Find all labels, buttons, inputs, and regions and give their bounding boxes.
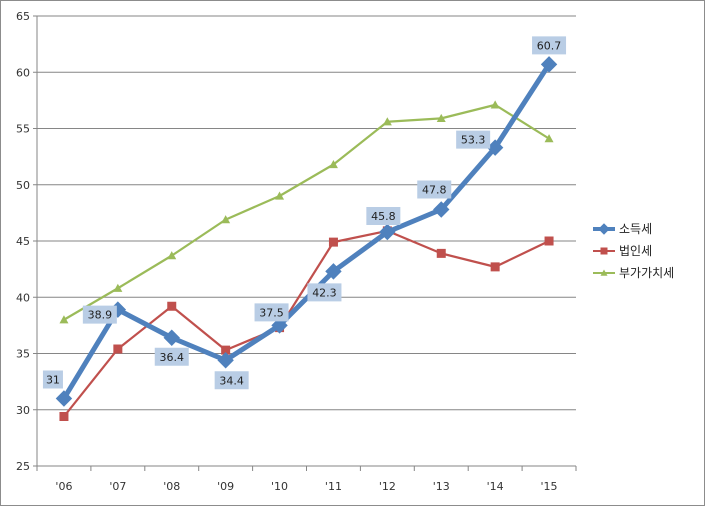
data-point (436, 248, 446, 258)
data-label-text: 38.9 (88, 309, 113, 322)
data-point (544, 236, 554, 246)
data-point (544, 134, 554, 143)
series-corporate-tax (59, 226, 554, 421)
x-tick-label: '08 (163, 480, 180, 493)
data-point (113, 344, 123, 354)
series-line (63, 229, 550, 418)
x-axis-ticks: '06 '07 '08 '09 '10 '11 '12 '13 '14 '15 (55, 480, 557, 493)
data-point (221, 345, 231, 355)
data-point (600, 247, 608, 255)
data-point (433, 201, 450, 218)
data-point (275, 191, 285, 200)
axes (33, 15, 577, 471)
legend-label: 소득세 (619, 222, 652, 236)
gridlines (37, 15, 576, 467)
x-tick-label: '12 (379, 480, 396, 493)
legend-item-corporate-tax: 법인세 (593, 244, 652, 258)
legend-label: 법인세 (619, 244, 652, 258)
data-label-bg (366, 207, 401, 225)
data-point (490, 262, 500, 272)
data-point (167, 301, 177, 311)
data-point (328, 160, 338, 169)
series-income-tax (55, 56, 558, 407)
data-label-bg (42, 370, 63, 389)
data-label-text: 53.3 (461, 134, 486, 147)
data-label-text: 31 (46, 374, 60, 387)
data-label-bg (532, 36, 567, 55)
data-point (328, 237, 338, 247)
data-point (598, 223, 610, 235)
y-tick-label: 60 (16, 66, 30, 79)
data-label-text: 36.4 (160, 351, 185, 364)
data-label: 60.7 (532, 36, 567, 55)
data-label: 38.9 (82, 305, 117, 324)
x-tick-label: '13 (433, 480, 450, 493)
y-tick-label: 40 (16, 291, 30, 304)
legend-item-income-tax: 소득세 (593, 222, 652, 236)
data-labels: 31 38.9 36.4 34.4 37.5 42.3 45.8 47.8 53.3 60.7 (42, 36, 567, 390)
data-label-bg (254, 303, 289, 322)
y-tick-label: 35 (16, 348, 30, 361)
data-point (271, 317, 288, 334)
x-tick-label: '07 (109, 480, 126, 493)
y-tick-label: 65 (16, 10, 30, 23)
data-label-text: 37.5 (259, 306, 284, 319)
x-tick-label: '06 (55, 480, 72, 493)
data-point (379, 223, 396, 241)
data-label-text: 45.8 (371, 210, 396, 223)
x-tick-label: '15 (541, 480, 558, 493)
y-tick-label: 25 (16, 460, 30, 473)
data-point (55, 390, 73, 407)
data-point (59, 315, 69, 324)
data-label: 47.8 (417, 180, 452, 199)
y-tick-label: 55 (16, 123, 30, 136)
series-vat (59, 100, 554, 324)
data-label-text: 47.8 (422, 184, 447, 197)
series-line (63, 103, 550, 321)
data-point (325, 263, 342, 280)
data-label-bg (417, 180, 452, 199)
data-label: 37.5 (254, 303, 289, 322)
data-point (163, 329, 180, 346)
data-label: 53.3 (456, 130, 491, 149)
series-group (55, 56, 558, 421)
data-point (540, 56, 558, 73)
data-point (221, 215, 231, 224)
x-tick-label: '11 (325, 480, 342, 493)
data-label: 42.3 (307, 283, 342, 302)
y-tick-label: 30 (16, 404, 30, 417)
data-label-text: 34.4 (219, 374, 244, 387)
y-tick-label: 50 (16, 179, 30, 192)
data-point (436, 113, 446, 122)
data-point (167, 251, 177, 260)
data-label-bg (307, 283, 342, 302)
x-tick-label: '14 (487, 480, 504, 493)
data-point (113, 283, 123, 292)
data-label: 36.4 (154, 347, 189, 366)
data-point (600, 269, 608, 276)
data-label-bg (82, 305, 117, 324)
data-label-text: 42.3 (312, 286, 337, 299)
y-axis-ticks: 25 30 35 40 45 50 55 60 65 (16, 10, 30, 473)
data-point (382, 117, 392, 126)
series-line (61, 63, 552, 400)
x-tick-label: '09 (217, 480, 234, 493)
data-point (490, 100, 500, 109)
data-label: 34.4 (214, 371, 249, 390)
data-label: 31 (42, 370, 63, 389)
data-label-text: 60.7 (537, 39, 562, 52)
data-label: 45.8 (366, 207, 401, 225)
legend-item-vat: 부가가치세 (593, 266, 674, 280)
legend-label: 부가가치세 (619, 266, 674, 280)
data-point (59, 412, 69, 421)
data-point (217, 352, 234, 369)
x-tick-label: '10 (271, 480, 288, 493)
data-label-bg (456, 130, 491, 149)
data-label-bg (214, 371, 249, 390)
data-label-bg (154, 347, 189, 366)
y-tick-label: 45 (16, 235, 30, 248)
